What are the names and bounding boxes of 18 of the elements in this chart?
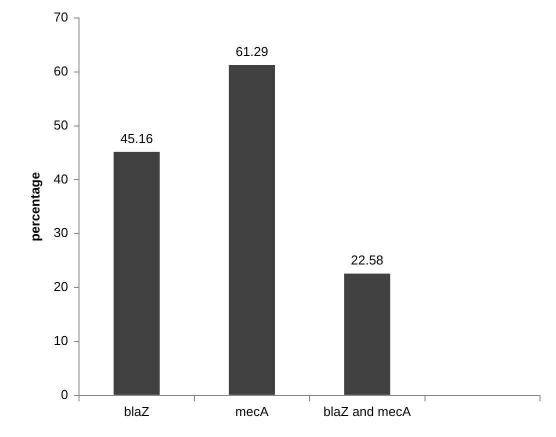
x-tick-label: mecA bbox=[235, 404, 269, 419]
y-tick-label: 20 bbox=[54, 279, 68, 294]
y-tick-label: 50 bbox=[54, 117, 68, 132]
y-tick-label: 30 bbox=[54, 225, 68, 240]
y-axis-title: percentage bbox=[27, 172, 42, 242]
y-tick-label: 60 bbox=[54, 63, 68, 78]
bar bbox=[228, 64, 275, 395]
y-tick-label: 70 bbox=[54, 10, 68, 25]
y-tick-label: 0 bbox=[60, 386, 68, 402]
bar bbox=[114, 152, 160, 395]
data-label: 61.29 bbox=[236, 44, 268, 60]
bar bbox=[344, 274, 390, 395]
y-tick-label: 10 bbox=[54, 333, 68, 348]
x-tick-label: blaZ and mecA bbox=[323, 404, 412, 419]
y-tick-label: 40 bbox=[54, 171, 68, 186]
data-label: 22.58 bbox=[350, 252, 384, 268]
x-tick-label: blaZ bbox=[124, 404, 150, 419]
data-label: 45.16 bbox=[120, 131, 153, 146]
